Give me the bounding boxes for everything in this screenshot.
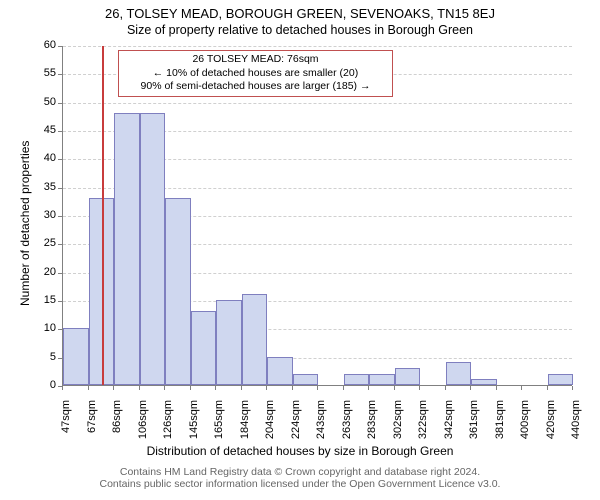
xtick-mark <box>547 386 548 390</box>
xtick-mark <box>241 386 242 390</box>
ytick-mark <box>58 273 62 274</box>
ytick-label: 40 <box>34 152 56 164</box>
gridline <box>63 46 572 47</box>
attribution-line2: Contains public sector information licen… <box>0 478 600 490</box>
histogram-bar <box>548 374 574 385</box>
xtick-label: 302sqm <box>392 400 404 448</box>
xtick-mark <box>394 386 395 390</box>
histogram-bar <box>471 379 497 385</box>
xtick-label: 283sqm <box>366 400 378 448</box>
histogram-bar <box>63 328 89 385</box>
gridline <box>63 103 572 104</box>
ytick-mark <box>58 131 62 132</box>
ytick-mark <box>58 244 62 245</box>
histogram-bar <box>395 368 421 385</box>
xtick-label: 184sqm <box>239 400 251 448</box>
xtick-label: 420sqm <box>545 400 557 448</box>
ytick-label: 15 <box>34 294 56 306</box>
ytick-label: 35 <box>34 181 56 193</box>
ytick-mark <box>58 159 62 160</box>
xtick-mark <box>190 386 191 390</box>
xtick-mark <box>266 386 267 390</box>
xtick-mark <box>572 386 573 390</box>
histogram-bar <box>114 113 140 385</box>
ytick-label: 55 <box>34 67 56 79</box>
xtick-label: 47sqm <box>60 400 72 448</box>
xtick-label: 342sqm <box>443 400 455 448</box>
xtick-label: 263sqm <box>341 400 353 448</box>
ytick-label: 25 <box>34 237 56 249</box>
x-axis-title: Distribution of detached houses by size … <box>0 444 600 458</box>
ytick-mark <box>58 103 62 104</box>
reference-marker-line <box>102 46 104 385</box>
xtick-mark <box>62 386 63 390</box>
histogram-bar <box>344 374 370 385</box>
xtick-label: 165sqm <box>213 400 225 448</box>
annotation-line: 90% of semi-detached houses are larger (… <box>123 80 388 94</box>
ytick-label: 0 <box>34 379 56 391</box>
xtick-label: 440sqm <box>570 400 582 448</box>
ytick-label: 5 <box>34 351 56 363</box>
xtick-mark <box>445 386 446 390</box>
xtick-label: 145sqm <box>188 400 200 448</box>
ytick-mark <box>58 301 62 302</box>
xtick-mark <box>317 386 318 390</box>
xtick-mark <box>139 386 140 390</box>
histogram-bar <box>446 362 472 385</box>
xtick-label: 126sqm <box>162 400 174 448</box>
xtick-mark <box>419 386 420 390</box>
xtick-label: 322sqm <box>417 400 429 448</box>
xtick-mark <box>164 386 165 390</box>
xtick-label: 106sqm <box>137 400 149 448</box>
xtick-label: 400sqm <box>519 400 531 448</box>
ytick-label: 45 <box>34 124 56 136</box>
xtick-label: 86sqm <box>111 400 123 448</box>
ytick-label: 60 <box>34 39 56 51</box>
chart-zone: Number of detached properties 26 TOLSEY … <box>0 0 600 500</box>
ytick-label: 30 <box>34 209 56 221</box>
ytick-label: 20 <box>34 266 56 278</box>
plot-area: 26 TOLSEY MEAD: 76sqm← 10% of detached h… <box>62 46 572 386</box>
xtick-mark <box>292 386 293 390</box>
ytick-mark <box>58 188 62 189</box>
y-axis-title: Number of detached properties <box>18 141 32 306</box>
histogram-bar <box>293 374 319 385</box>
xtick-label: 243sqm <box>315 400 327 448</box>
annotation-box: 26 TOLSEY MEAD: 76sqm← 10% of detached h… <box>118 50 393 97</box>
xtick-label: 381sqm <box>494 400 506 448</box>
ytick-mark <box>58 46 62 47</box>
attribution-line1: Contains HM Land Registry data © Crown c… <box>0 466 600 478</box>
ytick-label: 50 <box>34 96 56 108</box>
xtick-mark <box>470 386 471 390</box>
histogram-bar <box>165 198 191 385</box>
ytick-mark <box>58 329 62 330</box>
xtick-mark <box>88 386 89 390</box>
ytick-label: 10 <box>34 322 56 334</box>
xtick-mark <box>496 386 497 390</box>
xtick-mark <box>215 386 216 390</box>
xtick-mark <box>521 386 522 390</box>
xtick-mark <box>113 386 114 390</box>
histogram-bar <box>242 294 268 385</box>
annotation-line: 26 TOLSEY MEAD: 76sqm <box>123 53 388 67</box>
xtick-label: 204sqm <box>264 400 276 448</box>
ytick-mark <box>58 216 62 217</box>
xtick-label: 224sqm <box>290 400 302 448</box>
ytick-mark <box>58 74 62 75</box>
xtick-mark <box>368 386 369 390</box>
histogram-bar <box>140 113 166 385</box>
xtick-mark <box>343 386 344 390</box>
annotation-line: ← 10% of detached houses are smaller (20… <box>123 67 388 81</box>
ytick-mark <box>58 358 62 359</box>
xtick-label: 67sqm <box>86 400 98 448</box>
histogram-bar <box>267 357 293 385</box>
xtick-label: 361sqm <box>468 400 480 448</box>
attribution-block: Contains HM Land Registry data © Crown c… <box>0 466 600 490</box>
histogram-bar <box>191 311 217 385</box>
histogram-bar <box>369 374 395 385</box>
histogram-bar <box>216 300 242 385</box>
